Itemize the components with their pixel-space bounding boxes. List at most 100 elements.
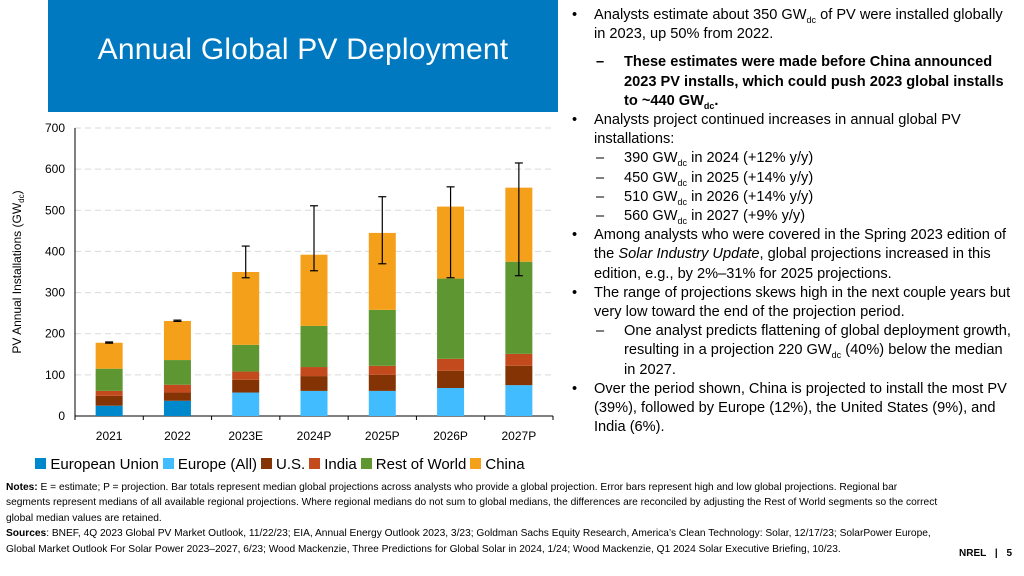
text: (40%) below the median in 2027. [624, 342, 1003, 378]
legend-item-rest-of-world: Rest of World [360, 456, 467, 473]
legend-label: U.S. [276, 456, 306, 473]
text: , global projections increased in this e… [594, 246, 991, 282]
subscript: dc [677, 215, 688, 226]
text: in 2025 (+14% y/y) [687, 169, 814, 186]
text: Analysts project continued increases in … [594, 112, 961, 148]
text: Analysts estimate about 350 GW [594, 7, 807, 23]
bar-segment-rest-of-world [163, 360, 191, 385]
bullet-range: • The range of projections skews high in … [568, 284, 1018, 322]
text: Over the period shown, China is projecte… [594, 380, 1007, 436]
legend-swatch [470, 458, 482, 469]
dash-mark: – [596, 169, 605, 186]
slide-footer: NREL | 5 [959, 548, 1012, 559]
dash-mark: – [596, 188, 605, 205]
bar-segment-india [505, 353, 533, 366]
legend-item-us: U.S. [261, 456, 305, 473]
bullet-spring-comparison: • Among analysts who were covered in the … [568, 226, 1018, 284]
slide-title: Annual Global PV Deployment [97, 33, 509, 66]
subbullet-projection: – 560 GWdc in 2027 (+9% y/y) [568, 207, 1018, 226]
subbullet-projection: – 450 GWdc in 2025 (+14% y/y) [568, 169, 1018, 188]
bar-segment-us [300, 376, 328, 391]
legend-label: India [324, 456, 357, 473]
y-tick-label: 300 [45, 286, 65, 300]
y-tick-label: 400 [45, 244, 65, 258]
subscript: dc [677, 177, 688, 188]
text: Among analysts who were covered in the S… [594, 227, 1007, 263]
x-tick-label: 2024P [297, 429, 332, 443]
bar-segment-india [163, 384, 191, 393]
y-tick-label: 600 [45, 162, 65, 176]
text: in 2027 (+9% y/y) [687, 208, 806, 225]
text: . [714, 92, 719, 109]
text: 560 GW [624, 208, 678, 225]
subscript: dc [677, 196, 688, 207]
text: 450 GW [624, 169, 678, 186]
legend-swatch [261, 458, 273, 469]
subscript: dc [677, 158, 688, 169]
bar-segment-us [163, 392, 191, 401]
bar-segment-europe-all [505, 385, 533, 416]
bar-segment-rest-of-world [95, 368, 123, 391]
bar-segment-india [95, 390, 123, 396]
legend-label: Rest of World [375, 456, 467, 473]
x-tick-label: 2026P [433, 429, 468, 443]
y-tick-label: 700 [45, 121, 65, 135]
subscript: dc [831, 350, 842, 361]
legend-swatch [309, 458, 321, 469]
y-axis-label: PV Annual Installations (GWdc) [10, 190, 26, 353]
dash-mark: – [596, 208, 605, 225]
x-tick-label: 2022 [164, 429, 191, 443]
bar-segment-european-union [95, 405, 123, 416]
bullet-mark: • [572, 7, 578, 23]
bullet-mark: • [572, 112, 578, 129]
subbullet-flattening: – One analyst predicts flattening of glob… [568, 322, 1018, 380]
bullet-mark: • [572, 380, 578, 397]
subbullet-projection: – 510 GWdc in 2026 (+14% y/y) [568, 188, 1018, 207]
sources-text: : BNEF, 4Q 2023 Global PV Market Outlook… [6, 528, 931, 555]
notes-and-sources: Notes: E = estimate; P = projection. Bar… [6, 480, 941, 557]
x-tick-label: 2025P [365, 429, 400, 443]
bullet-china-share: • Over the period shown, China is project… [568, 380, 1018, 438]
bar-segment-us [368, 374, 396, 391]
legend-item-europe-all: Europe (All) [162, 456, 257, 473]
x-tick-label: 2023E [228, 429, 263, 443]
bar-segment-china [163, 320, 191, 361]
legend-item-china: China [470, 456, 525, 473]
legend-item-european-union: European Union [35, 456, 159, 473]
dash-mark: – [596, 54, 605, 71]
page-number: 5 [1006, 548, 1012, 559]
y-tick-label: 100 [45, 368, 65, 382]
subscript: dc [806, 14, 817, 25]
bar-segment-us [232, 379, 260, 393]
bullet-2023-estimate: • Analysts estimate about 350 GWdc of PV … [568, 6, 1018, 44]
bar-segment-europe-all [300, 390, 328, 416]
bar-segment-china [95, 342, 123, 369]
y-tick-label: 500 [45, 203, 65, 217]
bar-segment-rest-of-world [300, 325, 328, 368]
text: 390 GW [624, 150, 678, 167]
chart-legend: European Union Europe (All) U.S. India Rest … [0, 456, 560, 473]
bar-segment-rest-of-world [368, 309, 396, 366]
bullet-mark: • [572, 284, 578, 301]
dash-mark: – [596, 150, 605, 167]
text: These estimates were made before China a… [624, 54, 1004, 109]
bar-segment-china [232, 272, 260, 345]
bar-segment-us [505, 365, 533, 386]
bullet-mark: • [572, 227, 578, 244]
text: One analyst predicts flattening of globa… [624, 323, 1011, 359]
legend-swatch [35, 458, 47, 469]
text: 510 GW [624, 188, 678, 205]
text: The range of projections skews high in t… [594, 284, 1011, 321]
y-tick-label: 0 [58, 409, 65, 423]
bar-segment-india [437, 358, 465, 371]
legend-swatch [162, 458, 174, 469]
title-band: Annual Global PV Deployment [48, 0, 558, 112]
text: in 2024 (+12% y/y) [687, 150, 814, 167]
legend-label: European Union [50, 456, 159, 473]
notes-label: Notes: [6, 482, 38, 493]
bar-segment-rest-of-world [437, 278, 465, 359]
footer-org: NREL [959, 548, 987, 559]
text: of PV were installed globally in 2023, u… [594, 7, 1003, 43]
bar-segment-india [368, 365, 396, 375]
stacked-bar-chart: 0 100 200 300 400 500 600 700 PV Annual Installa… [10, 121, 554, 443]
